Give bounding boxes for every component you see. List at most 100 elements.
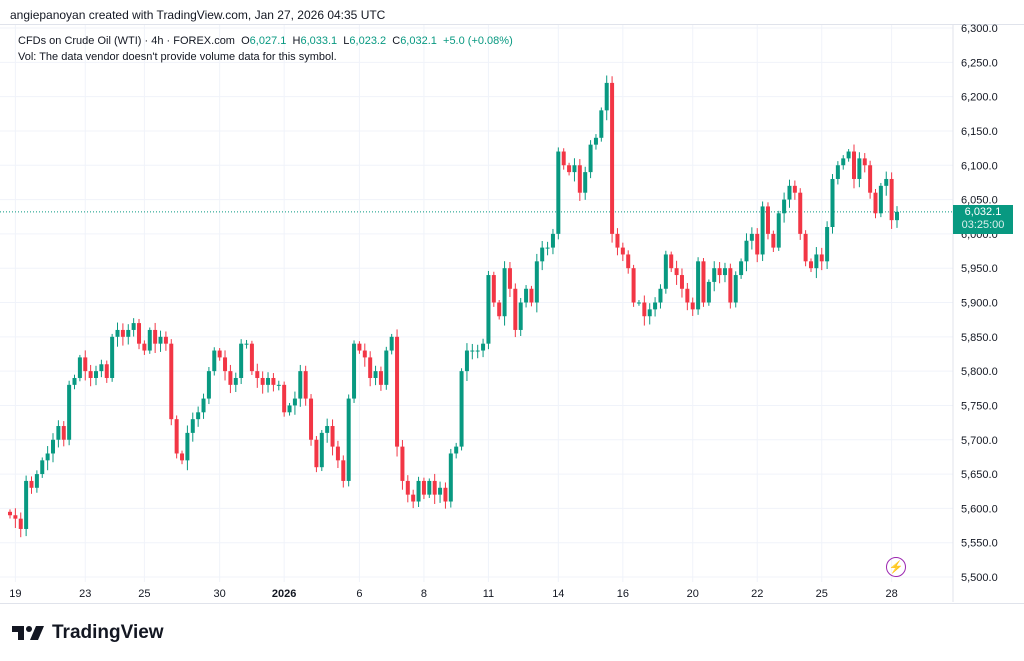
candle-body	[706, 281, 711, 303]
candle-body	[99, 364, 104, 372]
candle-body	[470, 350, 475, 352]
candle-body	[524, 288, 529, 303]
candle-body	[163, 336, 168, 344]
y-tick-label: 6,200.0	[961, 92, 998, 104]
candle-body	[255, 371, 260, 378]
candle-body	[314, 439, 319, 468]
candle-body	[534, 261, 539, 303]
candle-body	[373, 371, 378, 378]
candle-body	[384, 350, 389, 385]
candle-body	[88, 371, 93, 378]
y-tick-label: 6,100.0	[961, 160, 998, 172]
candle-body	[540, 247, 545, 262]
y-tick-label: 6,150.0	[961, 126, 998, 138]
low-value: 6,023.2	[349, 35, 387, 47]
candle-body	[685, 288, 690, 303]
candle-body	[249, 343, 254, 372]
candle-body	[464, 350, 469, 372]
candle-body	[34, 474, 39, 488]
candle-body	[486, 275, 491, 344]
candle-body	[889, 178, 894, 221]
candle-body	[56, 426, 61, 440]
candle-body	[190, 419, 195, 433]
candle-body	[362, 350, 367, 358]
candle-body	[717, 268, 722, 276]
x-tick-label: 25	[816, 588, 828, 600]
candle-body	[104, 364, 109, 378]
candle-body	[567, 165, 572, 173]
candle-body	[180, 453, 185, 461]
candle-body	[378, 371, 383, 385]
candle-body	[244, 343, 249, 345]
candle-body	[803, 233, 808, 262]
candle-body	[615, 233, 620, 248]
candle-body	[448, 453, 453, 502]
candle-body	[814, 254, 819, 269]
candle-body	[744, 240, 749, 262]
y-tick-label: 5,900.0	[961, 298, 998, 310]
candle-body	[733, 275, 738, 303]
candle-body	[873, 192, 878, 214]
y-tick-label: 5,750.0	[961, 400, 998, 412]
candle-body	[368, 357, 373, 378]
candle-body	[330, 426, 335, 447]
candle-body	[722, 268, 727, 276]
candle-body	[782, 199, 787, 214]
candle-body	[669, 254, 674, 269]
candle-body	[292, 398, 297, 406]
y-tick-label: 6,300.0	[961, 23, 998, 35]
candle-body	[787, 185, 792, 200]
candle-body	[760, 206, 765, 255]
x-tick-label: 23	[79, 588, 91, 600]
x-tick-label: 20	[687, 588, 699, 600]
candle-body	[792, 185, 797, 193]
candle-body	[282, 384, 287, 413]
candle-body	[335, 446, 340, 461]
candle-body	[739, 261, 744, 276]
y-tick-label: 5,950.0	[961, 263, 998, 275]
candle-body	[481, 343, 486, 351]
candle-body	[266, 377, 271, 385]
candle-body	[223, 357, 228, 372]
candle-body	[647, 309, 652, 317]
candle-body	[352, 343, 357, 399]
candle-body	[61, 426, 66, 440]
y-tick-label: 5,550.0	[961, 538, 998, 550]
lightning-icon[interactable]: ⚡	[886, 557, 906, 577]
candle-body	[755, 233, 760, 255]
candle-body	[642, 302, 647, 317]
candle-body	[298, 371, 303, 399]
candle-body	[432, 480, 437, 495]
candle-body	[389, 336, 394, 351]
last-price-tag: 6,032.1 03:25:00	[953, 205, 1013, 234]
candle-body	[577, 165, 582, 193]
candle-body	[169, 343, 174, 420]
candle-body	[808, 261, 813, 269]
candle-body	[728, 268, 733, 303]
candle-body	[846, 151, 851, 159]
symbol-title[interactable]: CFDs on Crude Oil (WTI) · 4h · FOREX.com	[18, 35, 235, 47]
candle-body	[276, 384, 281, 386]
candle-body	[239, 343, 244, 378]
candle-body	[416, 480, 421, 502]
low-label: L	[343, 35, 350, 47]
candle-body	[443, 487, 448, 502]
candle-body	[40, 460, 45, 475]
candle-body	[319, 432, 324, 468]
candle-body	[825, 227, 830, 262]
candle-body	[771, 233, 776, 248]
candle-body	[196, 412, 201, 420]
candle-body	[696, 261, 701, 310]
candle-body	[749, 233, 754, 241]
x-tick-label: 30	[214, 588, 226, 600]
candle-body	[835, 165, 840, 179]
candle-body	[593, 137, 598, 145]
candle-body	[556, 151, 561, 234]
x-tick-label: 14	[552, 588, 564, 600]
candle-body	[29, 480, 34, 488]
candle-body	[830, 178, 835, 228]
tradingview-logo[interactable]: TradingView	[12, 622, 164, 644]
candle-body	[341, 460, 346, 481]
candle-body	[346, 398, 351, 481]
